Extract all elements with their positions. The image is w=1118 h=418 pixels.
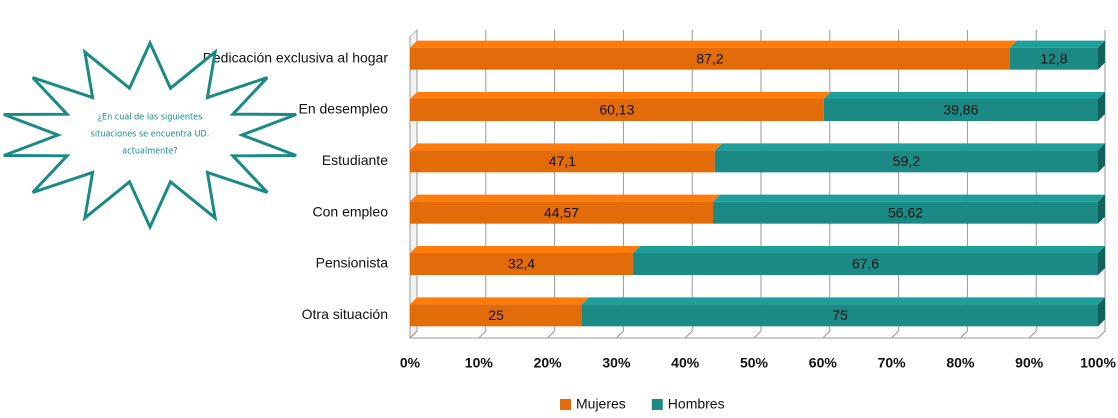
grid-line	[547, 30, 556, 339]
value-label: 39,86	[943, 102, 978, 118]
bar-side	[1098, 143, 1105, 173]
bar-top	[410, 297, 589, 305]
value-label: 44,57	[544, 204, 579, 220]
legend-label: Mujeres	[576, 396, 626, 412]
value-label: 59,2	[893, 153, 920, 169]
x-tick-label: 70%	[878, 355, 907, 371]
y-tick-label: Dedicación exclusiva al hogar	[203, 49, 389, 65]
bar-top	[1009, 40, 1105, 48]
x-tick-label: 80%	[946, 355, 975, 371]
legend-swatch	[560, 399, 571, 410]
bar-top	[582, 297, 1105, 305]
bar-top	[713, 194, 1105, 202]
annotation-line: actualmente?	[122, 147, 177, 157]
bar-top	[410, 246, 640, 253]
value-label: 87,2	[696, 50, 723, 66]
bar	[410, 47, 1010, 70]
y-tick-label: Estudiante	[322, 152, 388, 168]
bar-top	[714, 143, 1105, 151]
bar-top	[410, 143, 722, 151]
bar	[1009, 47, 1098, 70]
bar-top	[410, 40, 1017, 48]
bar-top	[632, 246, 1105, 253]
legend-label: Hombres	[668, 396, 725, 412]
value-label: 60,13	[599, 102, 634, 118]
bar	[410, 99, 824, 121]
x-tick-label: 10%	[465, 355, 494, 371]
grid-line	[753, 30, 762, 339]
annotation-starburst: ¿En cual de las siguientes situaciones s…	[3, 39, 297, 231]
x-tick-label: 40%	[671, 355, 700, 371]
y-tick-label: Con empleo	[313, 203, 389, 219]
x-tick-label: 90%	[1015, 355, 1044, 371]
annotation-line: situaciones se encuentra UD.	[91, 130, 210, 140]
y-tick-label: En desempleo	[298, 101, 388, 117]
grid-line	[616, 30, 624, 339]
bar-side	[1098, 194, 1105, 224]
bar	[410, 304, 582, 327]
y-tick-label: Otra situación	[302, 306, 388, 322]
bar-side	[1098, 40, 1105, 70]
value-label: 56,62	[888, 204, 923, 220]
bar	[713, 201, 1098, 224]
plot-area: 0% 10% 20% 30% 40% 50% 60% 70% 80% 90% 100% Dedicac…	[203, 28, 1116, 412]
grid-line	[1097, 30, 1106, 339]
value-label: 67,6	[852, 256, 879, 272]
value-label: 47,1	[549, 153, 576, 169]
legend-swatch	[651, 399, 663, 410]
bar	[823, 99, 1098, 121]
grid-line	[960, 30, 968, 339]
back-wall	[409, 28, 418, 340]
value-label: 32,4	[508, 256, 535, 272]
x-tick-label: 0%	[400, 355, 421, 371]
x-tick-label: 20%	[534, 355, 563, 371]
bar-top	[410, 194, 721, 202]
value-label: 12,8	[1040, 50, 1067, 66]
grid-line	[1028, 30, 1037, 339]
bar	[632, 253, 1098, 275]
grid-line	[822, 30, 831, 339]
bar	[410, 150, 715, 173]
bar-side	[1098, 246, 1105, 275]
x-tick-label: 100%	[1080, 355, 1116, 371]
bar	[410, 253, 633, 275]
grid-line	[684, 30, 693, 339]
bar	[714, 150, 1098, 173]
x-tick-label: 30%	[602, 355, 631, 371]
bar-side	[1098, 92, 1105, 121]
starburst	[3, 39, 297, 231]
value-label: 25	[488, 307, 504, 323]
bar	[582, 304, 1098, 327]
value-label: 75	[832, 307, 848, 323]
bar-top	[410, 92, 831, 99]
grid-line	[409, 30, 418, 339]
y-tick-label: Pensionista	[316, 255, 389, 271]
grid-line	[891, 30, 900, 339]
grid-line	[478, 30, 487, 339]
bar-side	[1098, 297, 1105, 327]
bar-top	[823, 92, 1105, 99]
annotation-line: ¿En cual de las siguientes	[98, 113, 203, 123]
bar	[410, 201, 714, 224]
x-tick-label: 50%	[740, 355, 769, 371]
x-tick-label: 60%	[809, 355, 838, 371]
